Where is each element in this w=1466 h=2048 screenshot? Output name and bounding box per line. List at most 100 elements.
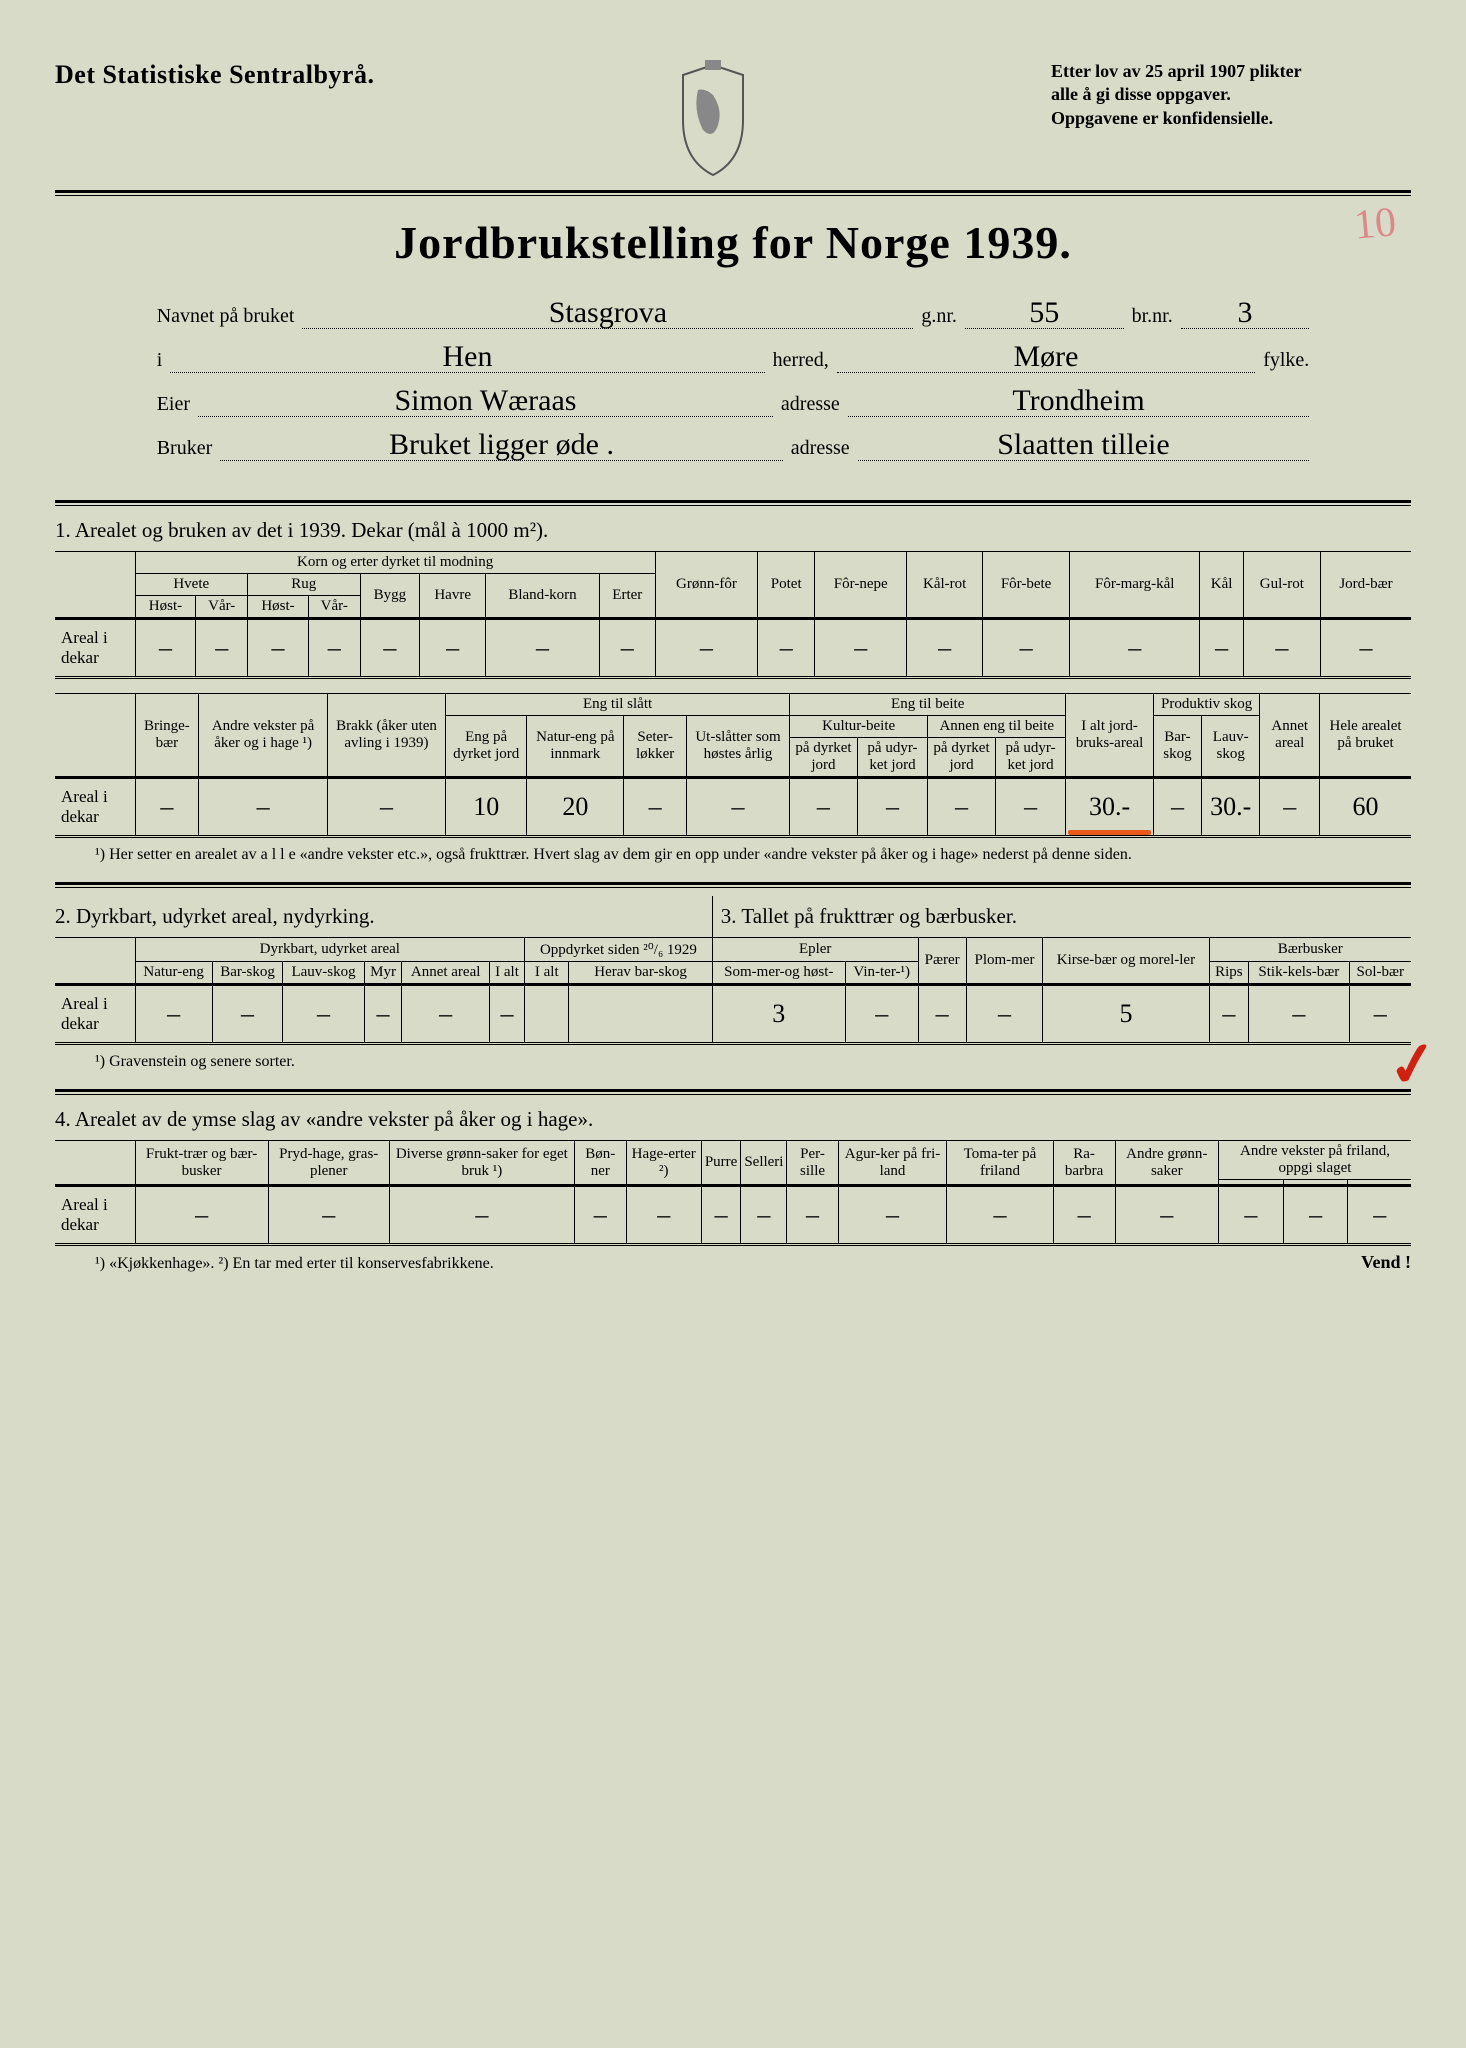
col-head: Hvete [135,574,248,596]
col-head: Bøn-ner [574,1141,626,1186]
col-head: Ut-slåtter som høstes årlig [686,716,789,778]
cell: – [983,619,1070,678]
col-head: på dyrket jord [790,738,858,778]
col-head: Hage-erter ²) [626,1141,701,1186]
user-address-field: Slaatten tilleie [858,430,1310,461]
label: i [157,338,163,382]
cell: 20 [527,778,624,837]
col-head: Agur-ker på fri-land [838,1141,947,1186]
header: Det Statistiske Sentralbyrå. Etter lov a… [55,60,1411,180]
cell [569,985,712,1044]
cell: – [1321,619,1411,678]
col-head: Andre vekster på åker og i hage ¹) [199,694,328,778]
col-head: Rips [1209,962,1248,985]
cell: – [1209,985,1248,1044]
col-head: Purre [701,1141,741,1186]
cell: 10 [446,778,527,837]
divider [55,1089,1411,1095]
cell: – [1070,619,1200,678]
coat-of-arms-icon [663,60,763,180]
cell: – [626,1186,701,1245]
table-2-3: 2. Dyrkbart, udyrket areal, nydyrking. 3… [55,896,1411,1045]
col-head: Stik-kels-bær [1249,962,1350,985]
divider [55,882,1411,888]
cell: – [701,1186,741,1245]
cell: – [364,985,402,1044]
col-head: Kultur-beite [790,716,928,738]
county-field: Møre [837,342,1255,373]
col-head: Brakk (åker uten avling i 1939) [327,694,445,778]
turn-over-label: Vend ! [1361,1252,1411,1273]
cell: – [1153,778,1201,837]
cell: – [741,1186,787,1245]
table-4: Frukt-trær og bær-busker Pryd-hage, gras… [55,1140,1411,1246]
col-head: Annet areal [402,962,490,985]
cell: – [574,1186,626,1245]
label: Eier [157,382,190,426]
col-head: Høst- [248,596,309,619]
divider [55,500,1411,506]
col-head: Hele arealet på bruket [1320,694,1411,778]
form-page: Det Statistiske Sentralbyrå. Etter lov a… [0,0,1466,2048]
col-head: Bærbusker [1209,938,1411,962]
col-head: Bygg [360,574,420,619]
cell: – [196,619,248,678]
cell: – [360,619,420,678]
col-head: Pærer [918,938,966,985]
cell: – [686,778,789,837]
cell-highlighted: 30.- [1066,778,1154,837]
cell: – [389,1186,574,1245]
col-head: Selleri [741,1141,787,1186]
col-head: Seter-løkker [624,716,687,778]
cell: – [1053,1186,1115,1245]
cell: 30.- [1202,778,1260,837]
cell: – [857,778,927,837]
col-head: Plom-mer [966,938,1043,985]
label: fylke. [1263,338,1309,382]
col-head: Gul-rot [1243,552,1320,619]
table-1b: Bringe-bær Andre vekster på åker og i ha… [55,693,1411,838]
col-head: Potet [758,552,815,619]
section-3-title: 3. Tallet på frukttrær og bærbusker. [712,896,1411,938]
col-head: Ra-barbra [1053,1141,1115,1186]
cell: – [966,985,1043,1044]
cell: – [918,985,966,1044]
user-field: Bruket ligger øde . [220,430,783,461]
farm-name-field: Stasgrova [302,298,913,329]
cell: – [790,778,858,837]
cell: – [248,619,309,678]
col-head: Bar-skog [212,962,283,985]
data-row: Areal i dekar – – – – – – – – – – – – – … [55,1186,1411,1245]
col-head: I alt [525,962,569,985]
data-row: Areal i dekar – – – 10 20 – – – – – – 30… [55,778,1411,837]
col-head: Eng til beite [790,694,1066,716]
owner-field: Simon Wæraas [198,386,773,417]
cell: – [1200,619,1243,678]
cell: – [135,778,199,837]
col-head: Andre vekster på friland, oppgi slaget [1218,1141,1411,1180]
col-head: Høst- [135,596,196,619]
cell: – [1348,1186,1411,1245]
col-head: på dyrket jord [928,738,996,778]
col-head: Produktiv skog [1153,694,1260,716]
col-head: I alt jord-bruks-areal [1066,694,1154,778]
page-number-handwritten: 10 [1352,198,1398,249]
col-head: Lauv-skog [1202,716,1260,778]
col-head: Bland-korn [486,574,600,619]
col-head: Kirse-bær og morel-ler [1043,938,1209,985]
cell: – [135,619,196,678]
col-head: Diverse grønn-saker for eget bruk ¹) [389,1141,574,1186]
col-head: Erter [599,574,655,619]
agency-name: Det Statistiske Sentralbyrå. [55,60,374,90]
row-label: Areal i dekar [55,778,135,837]
cell: – [489,985,524,1044]
divider [55,190,1411,196]
brnr-field: 3 [1181,298,1310,329]
section-2-title: 2. Dyrkbart, udyrket areal, nydyrking. [55,896,712,938]
cell: – [135,985,212,1044]
cell: – [1243,619,1320,678]
cell: – [420,619,486,678]
cell: – [928,778,996,837]
col-head: Myr [364,962,402,985]
footnote-4: ¹) «Kjøkkenhage». ²) En tar med erter ti… [95,1255,494,1273]
